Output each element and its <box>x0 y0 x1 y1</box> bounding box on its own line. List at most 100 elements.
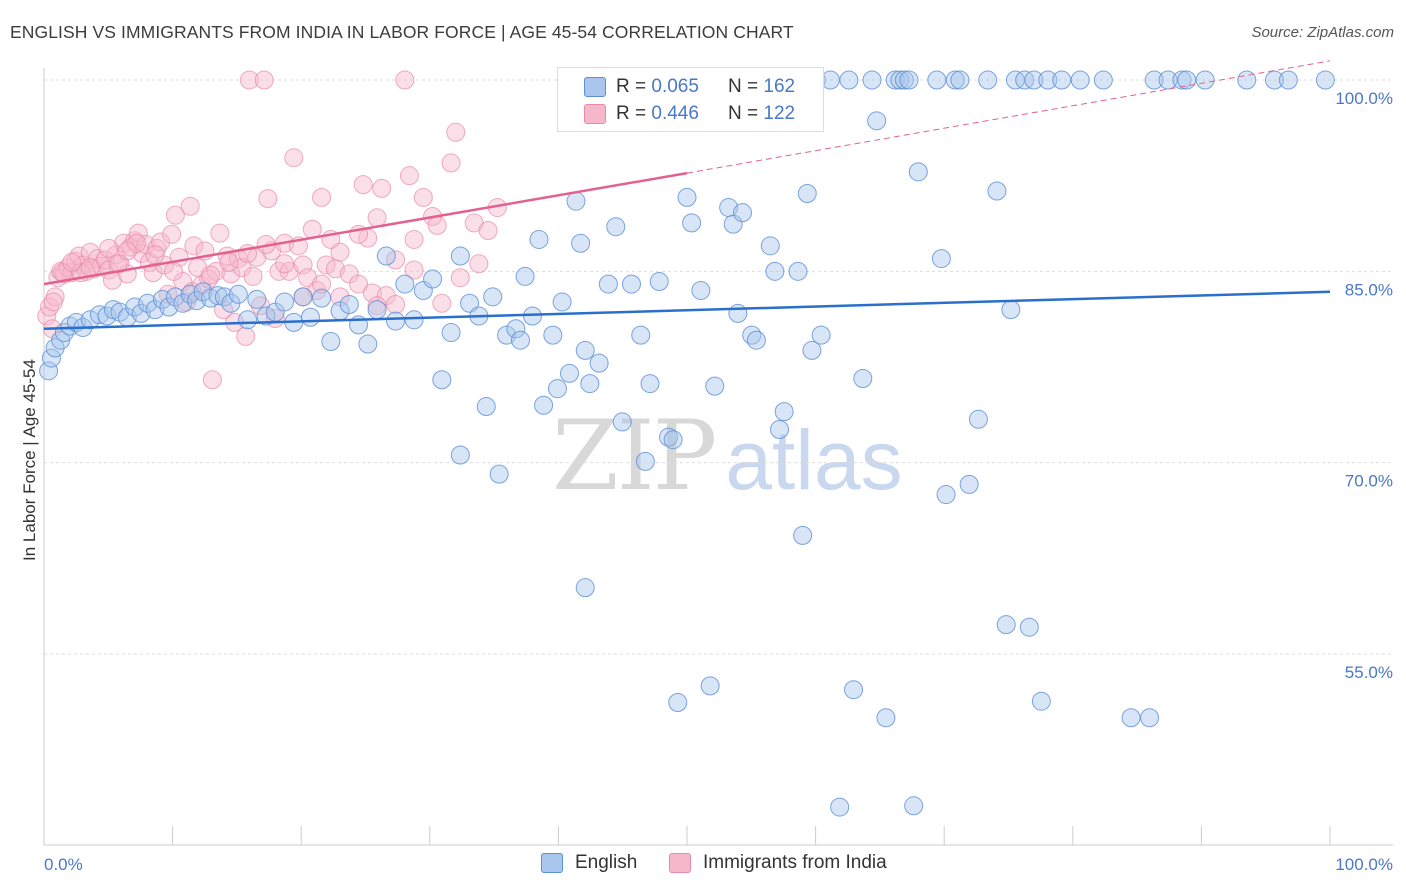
english-point <box>450 445 470 465</box>
india-swatch <box>584 104 606 124</box>
english-point <box>691 280 711 300</box>
india-point <box>108 254 128 274</box>
english-point <box>543 325 563 345</box>
english-point <box>631 325 651 345</box>
english-point <box>987 181 1007 201</box>
india-point <box>446 122 466 142</box>
english-point <box>1093 70 1113 90</box>
english-point <box>1315 70 1335 90</box>
english-point <box>1195 70 1215 90</box>
india-n-value: 122 <box>763 103 796 124</box>
india-point <box>236 326 256 346</box>
english-point <box>41 348 61 368</box>
india-point <box>427 215 447 235</box>
india-point <box>399 166 419 186</box>
english-point <box>1172 70 1192 90</box>
legend: English Immigrants from India <box>0 852 1406 878</box>
india-point <box>293 255 313 275</box>
english-point <box>820 70 840 90</box>
india-point <box>386 294 406 314</box>
english-point <box>1024 70 1044 90</box>
india-point <box>298 268 318 288</box>
india-point <box>243 266 263 286</box>
legend-india-swatch <box>669 853 691 873</box>
india-point <box>206 261 226 281</box>
english-point <box>931 249 951 269</box>
english-trend-line <box>43 290 1331 330</box>
india-point <box>43 292 63 312</box>
english-point <box>867 111 887 131</box>
english-point <box>959 474 979 494</box>
english-point <box>165 287 185 307</box>
english-r: R = 0.065 <box>616 76 699 97</box>
india-points <box>37 70 507 390</box>
india-point <box>165 205 185 225</box>
english-point <box>1031 691 1051 711</box>
english-point <box>1144 70 1164 90</box>
english-point <box>830 797 850 817</box>
english-point <box>552 292 572 312</box>
english-point <box>640 374 660 394</box>
english-point <box>797 184 817 204</box>
english-point <box>441 323 461 343</box>
english-point <box>547 379 567 399</box>
india-trend-line <box>43 171 688 286</box>
english-point <box>774 402 794 422</box>
english-point <box>1140 708 1160 728</box>
india-n: N = 122 <box>728 103 796 124</box>
english-point <box>945 70 965 90</box>
english-point <box>606 217 626 237</box>
english-point <box>682 213 702 233</box>
english-point <box>275 292 295 312</box>
english-point <box>1278 70 1298 90</box>
india-point <box>316 255 336 275</box>
india-point <box>404 260 424 280</box>
india-point <box>349 274 369 294</box>
english-point <box>612 412 632 432</box>
english-point <box>1158 70 1178 90</box>
english-point <box>358 334 378 354</box>
english-point <box>1019 617 1039 637</box>
english-point <box>649 272 669 292</box>
english-point <box>580 374 600 394</box>
india-point <box>58 258 78 278</box>
english-point <box>247 289 267 309</box>
chart-title: ENGLISH VS IMMIGRANTS FROM INDIA IN LABO… <box>10 22 794 42</box>
india-point <box>184 236 204 256</box>
english-point <box>367 300 387 320</box>
english-point <box>853 368 873 388</box>
english-n-value: 162 <box>763 76 796 97</box>
english-point <box>589 353 609 373</box>
english-point <box>450 246 470 266</box>
english-r-value: 0.065 <box>651 76 699 97</box>
english-point <box>1052 70 1072 90</box>
english-point <box>802 340 822 360</box>
english-point <box>39 361 59 381</box>
india-point <box>99 238 119 258</box>
india-point <box>151 232 171 252</box>
english-point <box>293 287 313 307</box>
india-point <box>254 70 274 90</box>
english-point <box>238 310 258 330</box>
india-point <box>147 238 167 258</box>
english-point <box>598 274 618 294</box>
y-tick-label: 85.0% <box>1345 280 1393 299</box>
axes <box>43 68 1393 846</box>
english-point <box>300 307 320 327</box>
english-point <box>793 525 813 545</box>
india-point <box>202 370 222 390</box>
india-point <box>469 254 489 274</box>
india-point <box>312 274 332 294</box>
india-point <box>219 252 239 272</box>
x-tick-label: 100.0% <box>1335 855 1393 874</box>
legend-item-india[interactable]: Immigrants from India <box>669 852 887 874</box>
india-point <box>162 224 182 244</box>
english-point <box>677 187 697 207</box>
english-point <box>1177 70 1197 90</box>
english-point <box>908 162 928 182</box>
legend-item-english[interactable]: English <box>541 852 637 874</box>
english-point <box>145 300 165 320</box>
india-point <box>275 254 295 274</box>
india-point <box>413 187 433 207</box>
english-point <box>746 330 766 350</box>
